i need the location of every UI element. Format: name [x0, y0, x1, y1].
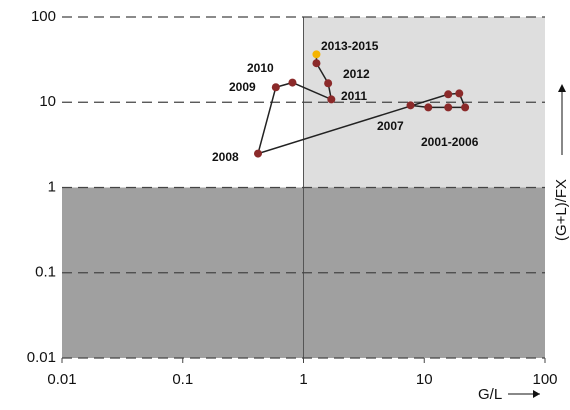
point	[461, 103, 470, 112]
y-tick-label: 0.01	[27, 349, 56, 366]
annotation: 2010	[247, 61, 274, 75]
point	[444, 90, 453, 99]
point	[444, 103, 453, 112]
y-arrow-head	[558, 84, 566, 92]
annotation: 2009	[229, 80, 256, 94]
point	[312, 59, 321, 68]
point	[406, 101, 415, 110]
x-arrow-head	[533, 390, 540, 398]
annotation: 2007	[377, 119, 404, 133]
point	[271, 83, 280, 92]
point	[254, 149, 263, 158]
y-tick-label: 10	[39, 93, 56, 110]
x-tick-label: 0.01	[47, 371, 76, 388]
point	[288, 78, 297, 87]
point	[324, 79, 333, 88]
x-tick-label: 1	[299, 371, 307, 388]
y-tick-label: 100	[31, 8, 56, 25]
point	[312, 50, 321, 59]
point	[424, 103, 433, 112]
point	[455, 89, 464, 98]
x-tick-label: 0.1	[172, 371, 193, 388]
x-tick-label: 100	[532, 371, 557, 388]
annotation: 2012	[343, 67, 370, 81]
x-axis-label: G/L	[478, 386, 502, 403]
y-axis-label: (G+L)/FX	[553, 179, 570, 241]
point	[327, 95, 336, 104]
annotation: 2013-2015	[321, 39, 379, 53]
y-tick-label: 1	[48, 178, 56, 195]
annotation: 2008	[212, 150, 239, 164]
x-tick-label: 10	[416, 371, 433, 388]
y-tick-label: 0.1	[35, 264, 56, 281]
annotation: 2011	[341, 89, 367, 103]
annotation: 2001-2006	[421, 135, 479, 149]
